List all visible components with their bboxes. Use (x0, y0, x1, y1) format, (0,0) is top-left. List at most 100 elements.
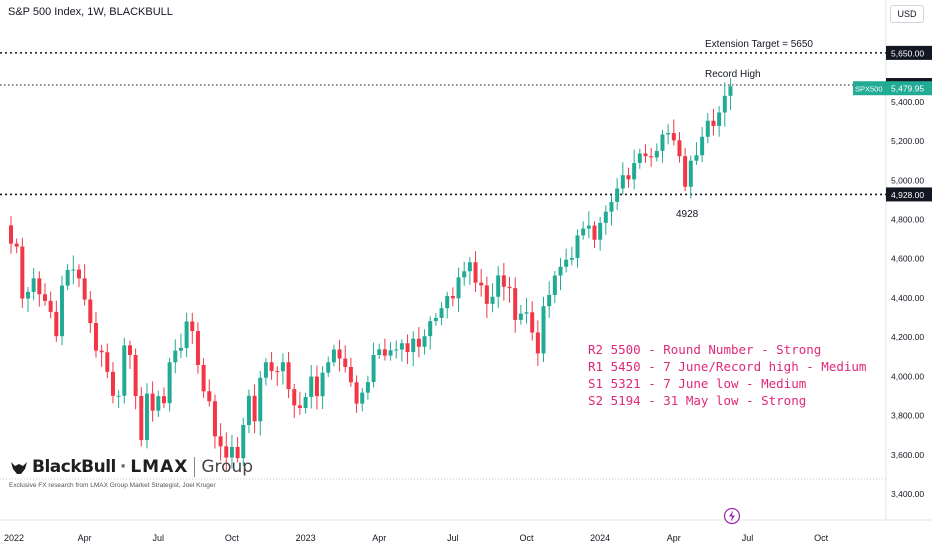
candle-body (275, 371, 280, 373)
candle-body (643, 153, 648, 157)
candle-body (399, 343, 404, 350)
lightning-icon[interactable] (723, 507, 741, 525)
candle-body (558, 266, 563, 276)
candle-body (603, 211, 608, 223)
candle-body (31, 278, 36, 292)
candle-body (456, 277, 461, 299)
y-tick-label: 4,600.00 (891, 254, 924, 264)
candle-body (82, 278, 87, 300)
candle-body (473, 262, 478, 283)
candle-body (422, 336, 427, 347)
candle-body (292, 389, 297, 406)
candle-body (462, 271, 467, 278)
candle-body (513, 288, 518, 320)
x-tick-label: Jul (153, 533, 165, 543)
level-tag (886, 45, 932, 60)
candle-body (161, 396, 166, 404)
candle-body (331, 349, 336, 363)
y-tick-label: 5,200.00 (891, 136, 924, 146)
candle-body (258, 377, 263, 422)
candle-body (637, 153, 642, 164)
candle-body (598, 222, 603, 240)
candle-body (569, 257, 574, 260)
candle-body (433, 317, 438, 322)
candle-body (688, 160, 693, 187)
candle-body (314, 376, 319, 397)
candle-body (309, 376, 314, 397)
x-tick-label: Jul (447, 533, 459, 543)
grid (0, 0, 932, 521)
candle-body (671, 133, 676, 141)
candle-body (507, 286, 512, 289)
candle-body (547, 295, 552, 307)
candle-body (9, 225, 13, 244)
candle-body (365, 382, 370, 393)
candle-body (609, 201, 614, 212)
bull-icon (11, 462, 27, 474)
candle-body (184, 321, 189, 348)
candle-body (382, 349, 387, 356)
candle-body (269, 362, 274, 372)
x-tick-label: Apr (372, 533, 386, 543)
candle-body (252, 395, 257, 422)
candle-body (649, 156, 654, 158)
candle-body (626, 175, 631, 180)
candle-body (700, 136, 705, 156)
candle-body (76, 269, 81, 279)
candle-body (354, 382, 359, 404)
candle-body (496, 275, 501, 297)
candle-body (581, 228, 586, 236)
candle-body (360, 392, 365, 404)
candle-body (190, 321, 195, 332)
candle-body (218, 436, 223, 447)
candle-body (728, 86, 733, 96)
brand-group: Group (201, 457, 254, 477)
candle-body (14, 243, 19, 247)
y-tick-label: 3,800.00 (891, 411, 924, 421)
candle-body (54, 311, 59, 337)
candle-body (48, 300, 53, 312)
candle-body (65, 269, 70, 286)
candle-body (722, 95, 727, 113)
y-tick-label: 3,600.00 (891, 450, 924, 460)
level-tag-label: 4,928.00 (891, 190, 924, 200)
candles (9, 78, 733, 471)
candle-body (93, 323, 98, 351)
x-tick-label: Apr (667, 533, 681, 543)
candle-body (224, 446, 229, 458)
candle-body (405, 343, 410, 353)
level-s1: S1 5321 - 7 June low - Medium (588, 376, 807, 391)
candle-body (371, 354, 376, 383)
candle-body (59, 285, 64, 337)
brand-lmax: LMAX (130, 457, 189, 477)
x-tick-label: Oct (225, 533, 240, 543)
candle-body (280, 362, 285, 372)
candle-body (705, 120, 710, 137)
candle-body (212, 401, 217, 437)
candle-body (632, 163, 637, 180)
x-tick-label: 2024 (590, 533, 610, 543)
candle-body (122, 345, 127, 396)
candle-body (592, 225, 597, 240)
level-r1: R1 5450 - 7 June/Record high - Medium (588, 359, 867, 374)
x-tick-label: Oct (814, 533, 829, 543)
x-tick-label: Apr (78, 533, 92, 543)
candle-body (615, 188, 620, 202)
candle-body (586, 225, 591, 229)
x-tick-label: 2023 (296, 533, 316, 543)
candle-body (530, 312, 535, 333)
candle-body (20, 246, 25, 299)
y-tick-label: 3,400.00 (891, 489, 924, 499)
brand-divider (194, 457, 196, 477)
x-tick-label: Jul (742, 533, 754, 543)
candle-body (297, 405, 302, 408)
candle-body (235, 446, 240, 459)
candle-body (337, 349, 342, 359)
currency-button[interactable]: USD (890, 5, 924, 23)
candle-body (416, 338, 421, 347)
candle-body (42, 294, 47, 301)
candle-body (717, 112, 722, 127)
candle-body (178, 347, 183, 351)
candle-body (377, 349, 382, 355)
